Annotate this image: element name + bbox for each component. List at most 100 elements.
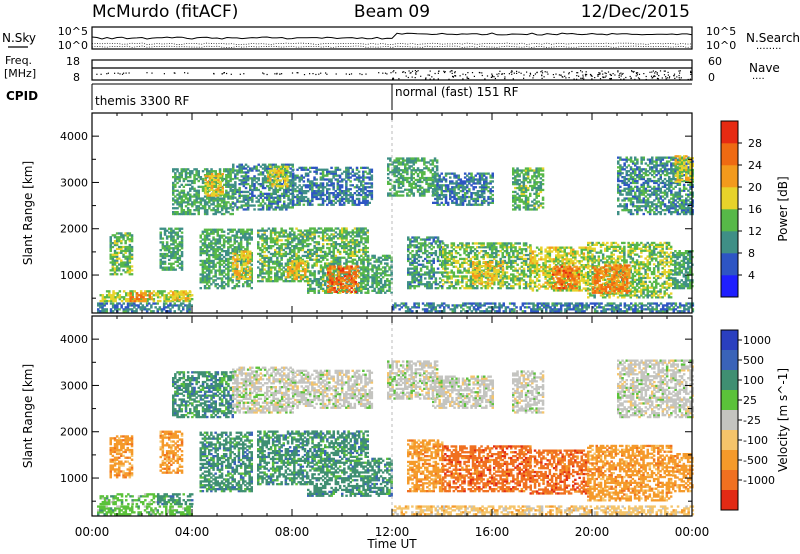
heatmap-cell <box>286 258 290 261</box>
heatmap-cell <box>240 254 243 257</box>
heatmap-cell <box>271 262 275 265</box>
heatmap-cell <box>271 227 275 230</box>
heatmap-cell <box>480 270 483 273</box>
heatmap-cell <box>610 308 614 311</box>
heatmap-cell <box>493 265 496 268</box>
heatmap-cell <box>476 264 479 268</box>
heatmap-cell <box>428 281 431 284</box>
heatmap-cell <box>415 240 418 243</box>
heatmap-cell <box>466 302 469 305</box>
heatmap-cell <box>274 229 277 232</box>
heatmap-cell <box>319 276 323 279</box>
heatmap-cell <box>169 299 173 303</box>
heatmap-cell <box>165 268 169 271</box>
heatmap-cell <box>122 263 125 266</box>
nave-dot <box>634 78 636 80</box>
heatmap-cell <box>510 263 513 266</box>
heatmap-cell <box>402 304 406 307</box>
heatmap-cell <box>480 242 483 245</box>
nave-dot <box>665 76 667 78</box>
heatmap-cell <box>118 296 122 299</box>
heatmap-cell <box>486 268 490 271</box>
heatmap-cell <box>565 252 569 255</box>
nave-dot <box>454 71 456 73</box>
heatmap-cell <box>265 278 268 281</box>
heatmap-cell <box>165 266 169 269</box>
heatmap-cell <box>360 229 363 232</box>
heatmap-cell <box>474 308 478 311</box>
heatmap-cell <box>105 310 108 313</box>
nave-dot <box>128 72 130 74</box>
heatmap-cell <box>172 249 175 252</box>
heatmap-cell <box>366 266 369 269</box>
heatmap-cell <box>446 259 449 263</box>
heatmap-cell <box>339 271 343 274</box>
heatmap-cell <box>109 249 112 253</box>
nave-dot <box>631 70 633 73</box>
heatmap-cell <box>428 246 431 249</box>
heatmap-cell <box>301 269 305 273</box>
heatmap-cell <box>519 306 522 309</box>
heatmap-cell <box>544 264 547 267</box>
heatmap-cell <box>574 256 577 259</box>
heatmap-cell <box>533 264 537 267</box>
cpid-label: CPID <box>6 89 38 103</box>
heatmap-cell <box>250 287 253 290</box>
heatmap-cell <box>324 231 327 234</box>
heatmap-cell <box>462 302 465 305</box>
heatmap-cell <box>240 250 243 253</box>
heatmap-cell <box>338 250 342 254</box>
heatmap-cell <box>574 289 577 292</box>
heatmap-cell <box>587 306 590 309</box>
heatmap-cell <box>108 290 111 293</box>
heatmap-cell <box>589 269 592 272</box>
heatmap-cell <box>555 304 559 307</box>
heatmap-cell <box>214 230 217 233</box>
heatmap-cell <box>379 279 383 283</box>
heatmap-cell <box>672 310 675 313</box>
heatmap-cell <box>459 263 462 266</box>
heatmap-cell <box>114 308 117 311</box>
heatmap-cell <box>428 283 431 286</box>
heatmap-cell <box>201 279 205 282</box>
heatmap-cell <box>413 277 416 280</box>
heatmap-cell <box>146 298 149 301</box>
heatmap-cell <box>546 246 549 249</box>
heatmap-cell <box>115 247 119 251</box>
heatmap-cell <box>371 276 374 279</box>
heatmap-cell <box>497 272 500 275</box>
heatmap-cell <box>101 304 104 307</box>
heatmap-cell <box>438 277 442 280</box>
heatmap-cell <box>512 269 515 272</box>
heatmap-cell <box>446 263 449 266</box>
heatmap-cell <box>409 287 412 290</box>
heatmap-cell <box>355 231 359 234</box>
heatmap-cell <box>521 310 525 313</box>
heatmap-cell <box>239 236 243 239</box>
heatmap-cell <box>413 238 416 241</box>
heatmap-cell <box>441 265 444 268</box>
heatmap-cell <box>229 252 232 255</box>
heatmap-cell <box>172 256 175 260</box>
heatmap-cell <box>419 283 423 286</box>
heatmap-cell <box>267 260 271 263</box>
heatmap-cell <box>299 235 302 238</box>
nsearch-label: N.Search <box>746 31 800 45</box>
heatmap-cell <box>203 228 207 231</box>
heatmap-cell <box>469 271 473 274</box>
heatmap-cell <box>472 274 475 277</box>
heatmap-cell <box>364 254 367 257</box>
heatmap-cell <box>472 270 475 273</box>
heatmap-cell <box>301 260 305 263</box>
nave-dot <box>378 72 380 74</box>
heatmap-cell <box>333 288 336 291</box>
nave-dot <box>582 76 584 78</box>
heatmap-cell <box>126 263 129 266</box>
heatmap-cell <box>309 231 312 234</box>
heatmap-cell <box>317 258 321 261</box>
heatmap-cell <box>548 246 552 249</box>
heatmap-cell <box>234 264 237 267</box>
heatmap-cell <box>120 251 123 254</box>
heatmap-cell <box>284 262 288 265</box>
heatmap-cell <box>135 296 139 299</box>
